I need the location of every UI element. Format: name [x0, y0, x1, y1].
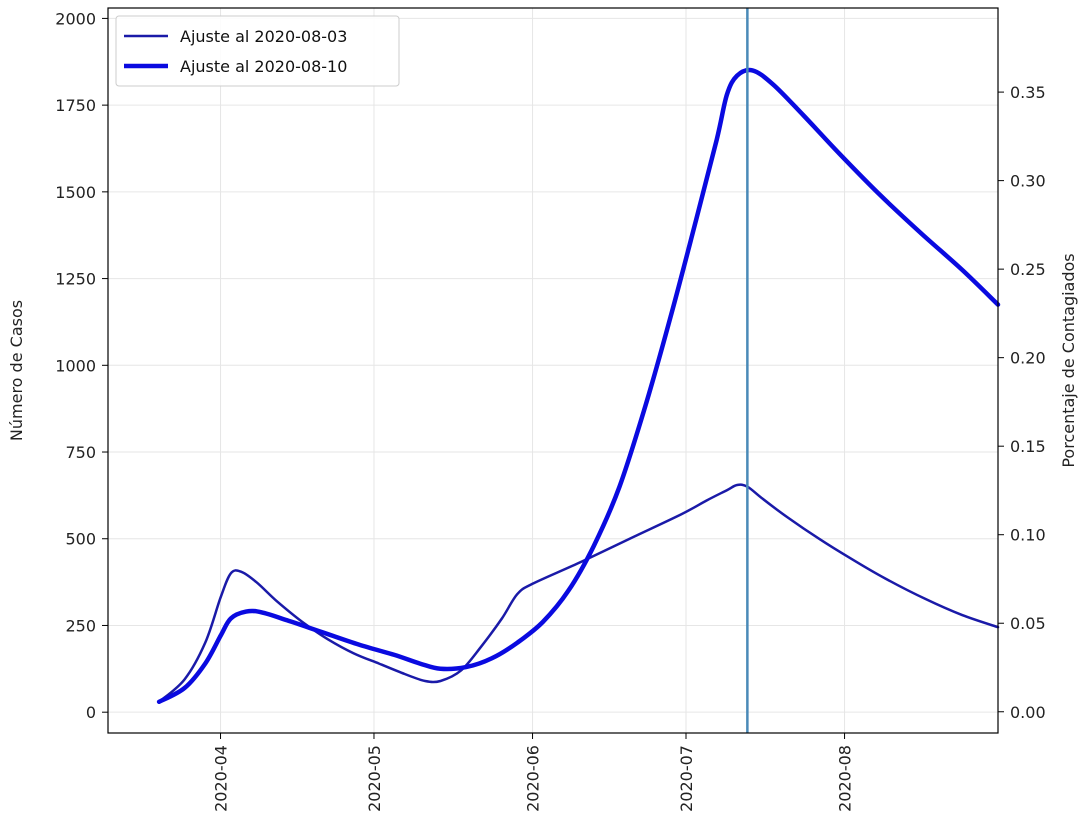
y-right-tick-label: 0.00: [1010, 703, 1046, 722]
legend-label-series-0: Ajuste al 2020-08-03: [180, 27, 347, 46]
x-tick-label: 2020-06: [524, 745, 543, 812]
legend-box: [115, 15, 400, 87]
y-right-tick-label: 0.15: [1010, 437, 1046, 456]
y-tick-label: 0: [86, 703, 96, 722]
x-tick-label: 2020-05: [365, 745, 384, 812]
series-line-0: [157, 483, 1000, 704]
x-tick-label: 2020-07: [677, 745, 696, 812]
right-y-axis: 0.00 0.05 0.10 0.15 0.20 0.25 0.30 0.35: [998, 83, 1046, 722]
legend: Ajuste al 2020-08-03 Ajuste al 2020-08-1…: [115, 15, 400, 87]
y-right-tick-label: 0.25: [1010, 260, 1046, 279]
y-tick-label: 1750: [55, 96, 96, 115]
y-tick-label: 1000: [55, 356, 96, 375]
y-tick-label: 250: [65, 616, 96, 635]
x-axis: 2020-04 2020-05 2020-06 2020-07 2020-08: [212, 733, 855, 812]
x-tick-label: 2020-08: [836, 745, 855, 812]
series-line-1: [156, 67, 1001, 705]
y-tick-label: 750: [65, 443, 96, 462]
x-tick-label: 2020-04: [212, 745, 231, 812]
y-right-tick-label: 0.05: [1010, 614, 1046, 633]
y-tick-label: 1250: [55, 270, 96, 289]
y-tick-label: 2000: [55, 9, 96, 28]
y-right-tick-label: 0.20: [1010, 349, 1046, 368]
series-layer: [156, 67, 1001, 705]
y-axis-title-left: Número de Casos: [7, 300, 26, 441]
y-tick-label: 1500: [55, 183, 96, 202]
y-right-tick-label: 0.35: [1010, 83, 1046, 102]
y-axis-title-right: Porcentaje de Contagiados: [1059, 253, 1078, 467]
plot-frame: [107, 7, 999, 734]
legend-label-series-1: Ajuste al 2020-08-10: [180, 57, 347, 76]
left-y-axis: 0 250 500 750 1000 1250 1500 1750 2000: [55, 9, 108, 722]
y-tick-label: 500: [65, 530, 96, 549]
y-right-tick-label: 0.30: [1010, 172, 1046, 191]
grid: [108, 8, 998, 733]
y-right-tick-label: 0.10: [1010, 526, 1046, 545]
